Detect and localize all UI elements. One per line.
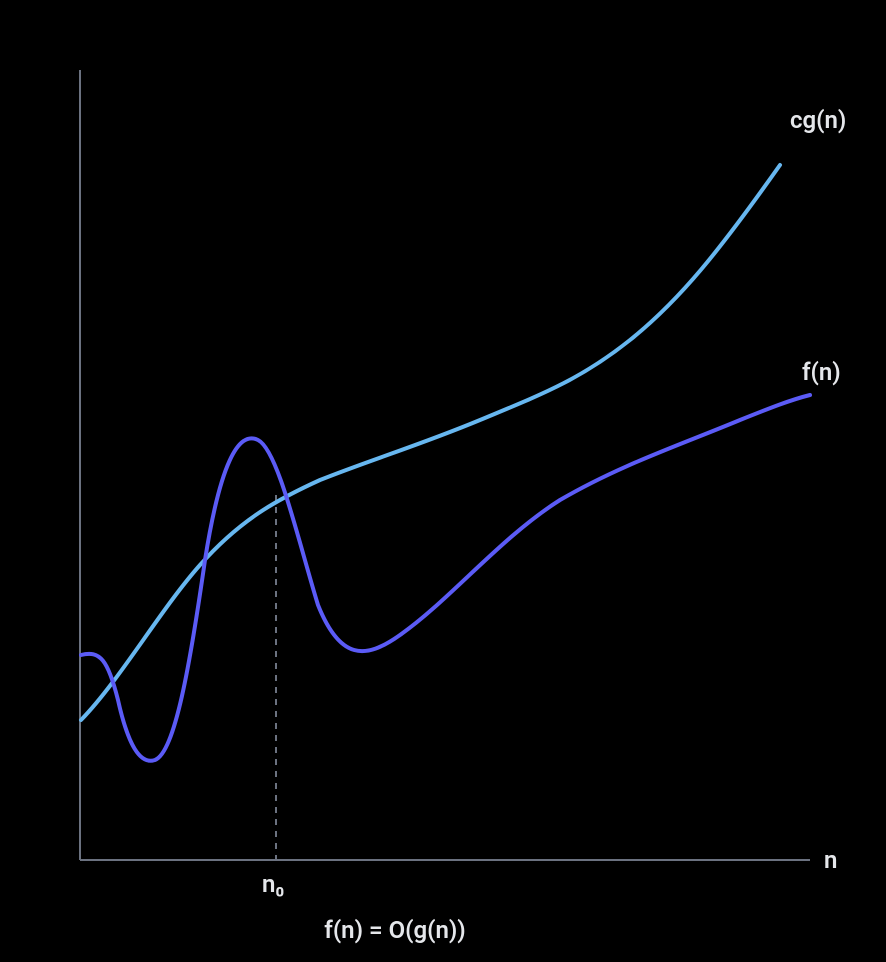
label-fn: f(n) — [802, 358, 841, 386]
chart-svg: cg(n) f(n) n₀ n f(n) = O(g(n)) — [0, 0, 886, 962]
big-o-chart: cg(n) f(n) n₀ n f(n) = O(g(n)) — [0, 0, 886, 962]
x-axis-label: n — [824, 846, 837, 874]
curve-cgn — [81, 165, 780, 720]
n0-label: n₀ — [262, 870, 284, 898]
label-cgn: cg(n) — [790, 106, 846, 134]
chart-caption: f(n) = O(g(n)) — [324, 916, 465, 944]
